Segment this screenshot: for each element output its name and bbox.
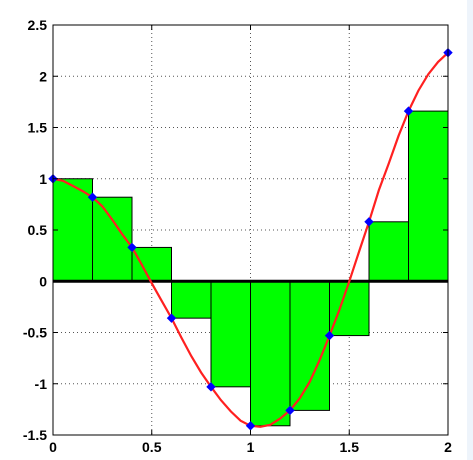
data-point (87, 192, 98, 202)
data-point (166, 313, 177, 323)
y-tick-label: 2 (39, 68, 47, 84)
data-point (245, 421, 256, 431)
bar (210, 280, 251, 388)
x-tick-label: 0 (49, 439, 57, 455)
data-point (324, 330, 335, 341)
x-tick-label: 1.5 (340, 439, 360, 455)
bar (250, 280, 291, 427)
data-point (403, 106, 414, 116)
bar (131, 246, 172, 282)
y-tick-label: 2.5 (28, 17, 48, 33)
y-tick-label: 1.5 (28, 120, 48, 136)
y-tick-label: -0.5 (23, 325, 47, 341)
bar (52, 178, 93, 282)
y-tick-label: -1.5 (23, 427, 47, 443)
bar (171, 280, 212, 319)
bar (368, 221, 409, 282)
bar (408, 110, 449, 282)
data-point (206, 382, 216, 392)
y-tick-label: 1 (39, 171, 47, 187)
data-point (285, 405, 295, 416)
x-tick-label: 0.5 (142, 439, 162, 455)
data-point (127, 242, 137, 253)
bar (289, 280, 330, 411)
y-tick-label: -1 (35, 376, 48, 392)
x-tick-label: 1 (247, 439, 255, 455)
y-tick-label: 0.5 (28, 222, 48, 238)
data-point (364, 217, 374, 227)
bar (329, 280, 370, 337)
x-tick-label: 2 (444, 439, 452, 455)
y-tick-label: 0 (39, 273, 47, 289)
window-edge (467, 0, 473, 460)
